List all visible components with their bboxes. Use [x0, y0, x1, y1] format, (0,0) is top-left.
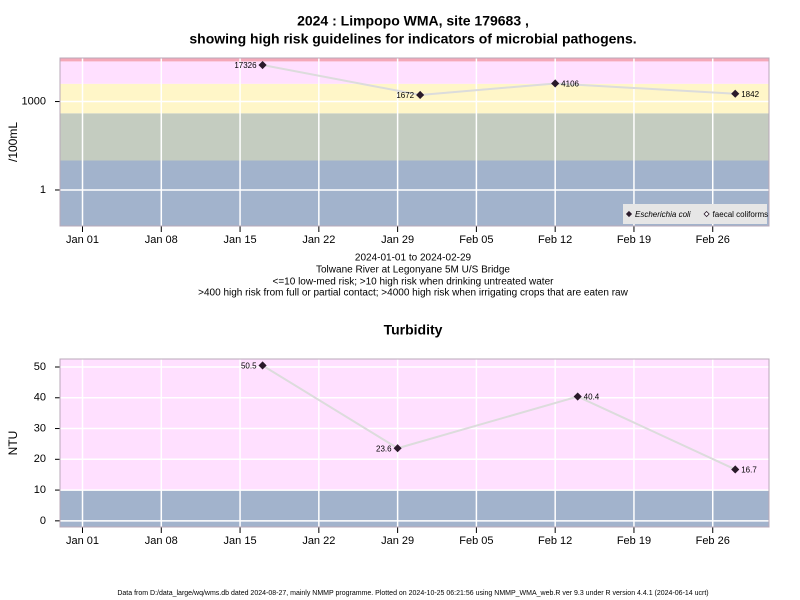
risk-band [60, 113, 769, 161]
y-tick-label: 50 [34, 361, 46, 373]
x-tick-label: Jan 22 [302, 234, 335, 246]
chart-title: Turbidity [384, 322, 443, 338]
note: 2024-01-01 to 2024-02-29 [355, 253, 472, 264]
x-tick-label: Feb 05 [459, 234, 493, 246]
y-axis-label: NTU [6, 431, 20, 456]
data-label: 50.5 [241, 362, 257, 371]
data-point [573, 392, 582, 401]
risk-band [60, 61, 769, 84]
data-label: 17326 [234, 61, 257, 70]
chart-title: showing high risk guidelines for indicat… [189, 31, 636, 47]
legend-marker [625, 210, 633, 218]
y-axis-label: /100mL [6, 122, 20, 162]
x-tick-label: Jan 29 [381, 535, 414, 547]
series-line [262, 364, 736, 471]
x-tick-label: Feb 26 [696, 234, 730, 246]
data-label: 1842 [741, 90, 759, 99]
data-label: 40.4 [584, 393, 600, 402]
x-tick-label: Jan 15 [224, 234, 257, 246]
x-tick-label: Feb 19 [617, 535, 651, 547]
data-point [416, 90, 425, 100]
note: Tolwane River at Legonyane 5M U/S Bridge [316, 265, 510, 276]
data-point [731, 89, 740, 98]
legend-box [623, 204, 767, 224]
risk-band [60, 359, 769, 491]
data-label: 16.7 [741, 466, 757, 475]
x-tick-label: Feb 05 [459, 535, 493, 547]
x-tick-label: Jan 08 [145, 535, 178, 547]
data-point [258, 361, 267, 370]
data-point [551, 79, 560, 88]
y-tick-label: 0 [40, 515, 46, 527]
y-tick-label: 1 [40, 184, 46, 196]
x-tick-label: Feb 12 [538, 234, 572, 246]
data-point [258, 60, 267, 70]
note: <=10 low-med risk; >10 high risk when dr… [273, 277, 555, 288]
x-tick-label: Jan 01 [66, 234, 99, 246]
x-tick-label: Jan 08 [145, 234, 178, 246]
series-line [262, 64, 736, 96]
x-tick-label: Jan 22 [302, 535, 335, 547]
y-tick-label: 30 [34, 422, 46, 434]
note: >400 high risk from full or partial cont… [198, 288, 628, 299]
x-tick-label: Feb 19 [617, 234, 651, 246]
legend-label: Escherichia coli [635, 210, 691, 219]
legend-label: faecal coliforms [713, 210, 769, 219]
data-label: 1672 [396, 91, 414, 100]
risk-band [60, 83, 769, 114]
risk-band [60, 58, 769, 62]
plot-frame [59, 358, 770, 528]
y-tick-label: 1000 [22, 95, 46, 107]
x-tick-label: Jan 29 [381, 234, 414, 246]
x-tick-label: Jan 01 [66, 535, 99, 547]
chart-title: 2024 : Limpopo WMA, site 179683 , [297, 13, 529, 29]
x-tick-label: Feb 26 [696, 535, 730, 547]
data-point [393, 444, 402, 453]
legend-marker [703, 210, 710, 218]
footer: Data from D:/data_large/wq/wms.db dated … [117, 590, 708, 597]
y-tick-label: 20 [34, 453, 46, 465]
data-label: 4106 [561, 80, 579, 89]
data-label: 23.6 [376, 444, 392, 453]
y-tick-label: 10 [34, 484, 46, 496]
data-point [731, 465, 740, 474]
x-tick-label: Feb 12 [538, 535, 572, 547]
y-tick-label: 40 [34, 392, 46, 404]
plot-frame [59, 57, 770, 227]
x-tick-label: Jan 15 [224, 535, 257, 547]
